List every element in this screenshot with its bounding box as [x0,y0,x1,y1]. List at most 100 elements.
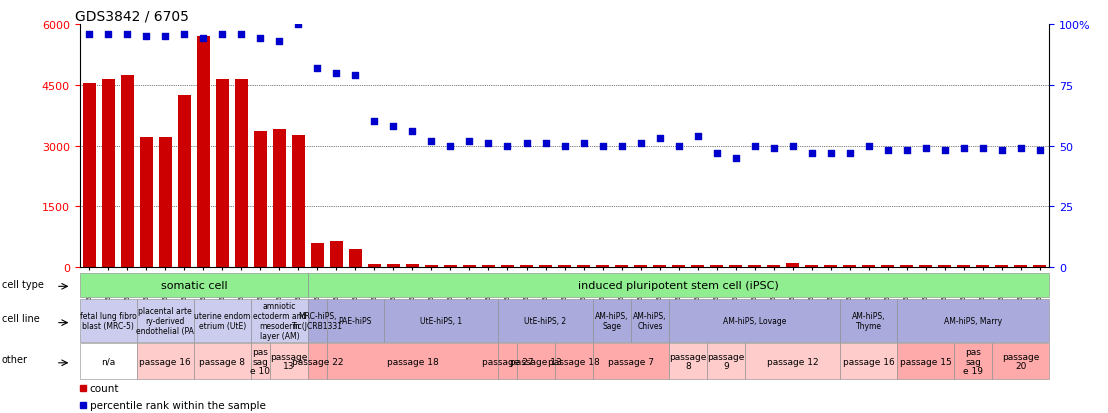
Text: passage 13: passage 13 [510,357,562,366]
Point [308,65,326,72]
Bar [993,344,1049,379]
Text: passage 22: passage 22 [291,357,343,366]
Bar [177,96,191,268]
Text: passage 7: passage 7 [608,357,654,366]
Text: pas
sag
e 10: pas sag e 10 [250,347,270,375]
Point [669,143,687,150]
Bar [900,266,913,268]
Bar [482,265,495,268]
Text: pas
sag
e 19: pas sag e 19 [963,347,983,375]
Bar [1014,266,1027,268]
Bar [194,344,250,379]
Bar [80,273,308,298]
Point [480,140,497,147]
Bar [919,266,932,268]
Bar [806,266,819,268]
Text: AM-hiPS,
Sage: AM-hiPS, Sage [595,311,629,330]
Text: AM-hiPS,
Thyme: AM-hiPS, Thyme [852,311,885,330]
Bar [954,344,993,379]
Text: AM-hiPS, Lovage: AM-hiPS, Lovage [722,316,787,325]
Point [499,143,516,150]
Bar [862,266,875,268]
Bar [671,266,685,268]
Bar [387,264,400,268]
Bar [881,266,894,268]
Point [81,31,99,38]
Point [175,31,193,38]
Bar [557,266,572,268]
Bar [497,344,517,379]
Point [442,143,460,150]
Text: MRC-hiPS,
Tic(JCRB1331: MRC-hiPS, Tic(JCRB1331 [291,311,342,330]
Bar [197,37,211,268]
Point [403,128,421,135]
Bar [136,344,194,379]
Point [689,133,707,140]
Point [650,135,668,142]
Bar [843,266,856,268]
Bar [995,266,1008,268]
Text: passage
9: passage 9 [707,352,745,370]
Text: passage 16: passage 16 [843,357,894,366]
Point [422,138,440,145]
Point [897,148,915,154]
Text: cell type: cell type [1,279,43,289]
Bar [555,344,593,379]
Text: passage
13: passage 13 [270,352,308,370]
Point [936,148,954,154]
Bar [158,138,172,268]
Bar [406,264,419,268]
Bar [250,299,308,342]
Point [783,143,801,150]
Bar [310,243,324,268]
Point [860,143,878,150]
Bar [897,344,954,379]
Text: other: other [1,354,28,364]
Bar [520,266,533,268]
Point [594,143,612,150]
Bar [669,344,707,379]
Bar [273,130,286,268]
Bar [327,299,384,342]
Point [461,138,479,145]
Text: passage 15: passage 15 [900,357,952,366]
Point [289,21,307,28]
Bar [327,344,497,379]
Point [613,143,630,150]
Bar [444,266,458,268]
Point [727,155,745,161]
Bar [593,299,632,342]
Bar [615,266,628,268]
Point [195,36,213,43]
Bar [517,344,555,379]
Point [803,150,821,157]
Bar [748,266,761,268]
Point [366,119,383,125]
Bar [577,266,591,268]
Point [1012,145,1029,152]
Bar [653,265,666,268]
Text: passage 16: passage 16 [140,357,192,366]
Bar [632,299,669,342]
Bar [270,344,308,379]
Point [916,145,934,152]
Bar [102,79,115,268]
Bar [308,344,327,379]
Text: uterine endom
etrium (UtE): uterine endom etrium (UtE) [194,311,250,330]
Text: count: count [90,383,119,393]
Text: n/a: n/a [101,357,115,366]
Text: somatic cell: somatic cell [161,280,227,290]
Text: AM-hiPS, Marry: AM-hiPS, Marry [944,316,1003,325]
Text: induced pluripotent stem cell (iPSC): induced pluripotent stem cell (iPSC) [578,280,779,290]
Bar [349,249,362,268]
Text: UtE-hiPS, 1: UtE-hiPS, 1 [420,316,462,325]
Bar [938,266,952,268]
Point [575,140,593,147]
Bar [424,265,438,268]
Bar [384,299,497,342]
Text: placental arte
ry-derived
endothelial (PA: placental arte ry-derived endothelial (P… [136,306,194,335]
Bar [840,299,897,342]
Text: passage 27: passage 27 [482,357,533,366]
Text: passage
8: passage 8 [669,352,707,370]
Point [156,33,174,40]
